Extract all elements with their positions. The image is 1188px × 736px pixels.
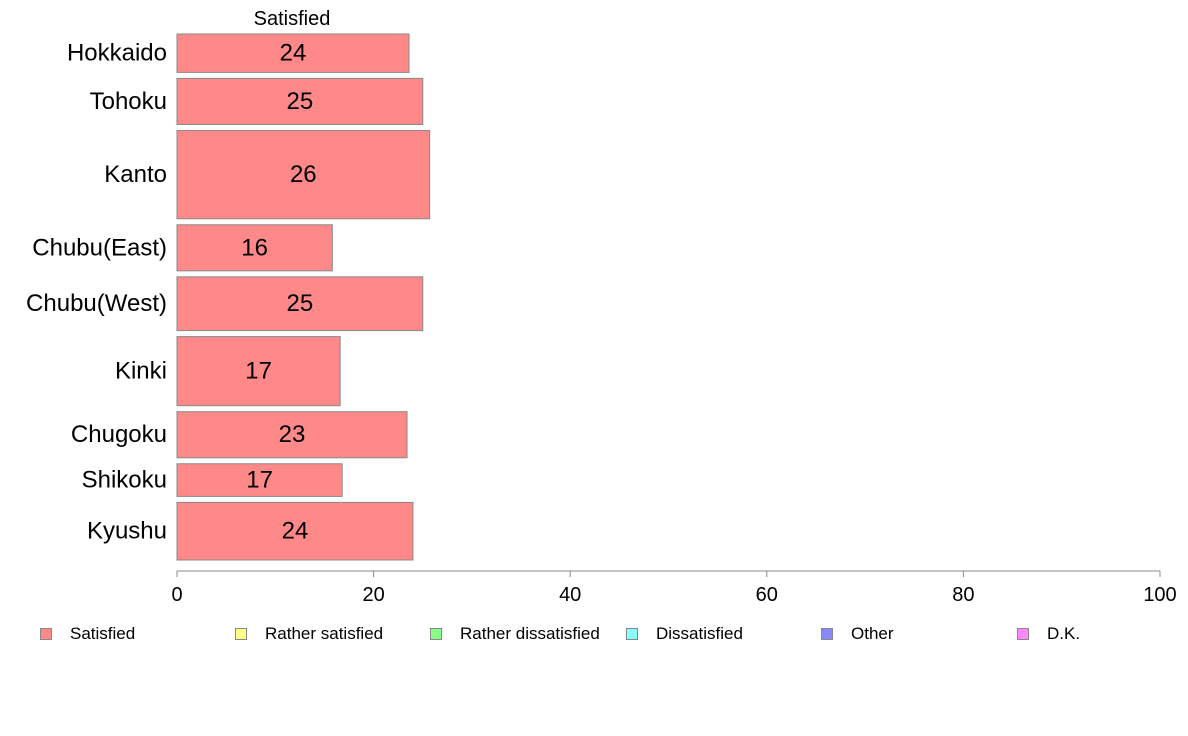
x-tick-label: 80 (952, 584, 974, 606)
category-label: Chubu(West) (26, 290, 167, 317)
legend-swatch (1017, 628, 1029, 640)
legend-swatch (626, 628, 638, 640)
x-tick-label: 0 (171, 584, 182, 606)
bar (176, 129, 431, 220)
legend-label: D.K. (1047, 624, 1081, 643)
category-label: Tohoku (90, 88, 167, 115)
bars: Hokkaido 24 Tohoku 25 Kanto 26 Chubu(East) 16 Ch… (26, 33, 431, 561)
legend-item: Dissatisfied (626, 624, 743, 644)
legend-label: Other (851, 624, 894, 643)
data-label: 17 (245, 358, 272, 385)
category-label: Kyushu (87, 518, 167, 545)
legend-label: Rather dissatisfied (460, 624, 600, 643)
data-label: 16 (241, 234, 268, 261)
bar (176, 463, 343, 497)
bar (176, 224, 333, 272)
data-label: 26 (290, 161, 317, 188)
legend-swatch (821, 628, 833, 640)
x-tick-label: 60 (756, 584, 778, 606)
legend-item: Rather dissatisfied (430, 624, 600, 644)
bar (176, 276, 424, 332)
x-tick-label: 100 (1143, 584, 1176, 606)
column-header: Satisfied (254, 8, 331, 30)
data-label: 25 (287, 88, 314, 115)
bar (176, 77, 424, 125)
category-label: Kinki (115, 358, 167, 385)
data-label: 17 (246, 467, 273, 494)
x-tick-label: 40 (559, 584, 581, 606)
bar (176, 501, 414, 561)
data-label: 24 (282, 518, 309, 545)
category-label: Chubu(East) (32, 234, 167, 261)
legend-swatch (40, 628, 52, 640)
legend-item: Other (821, 624, 894, 644)
legend-item: Rather satisfied (235, 624, 383, 644)
data-label: 25 (287, 290, 314, 317)
x-tick-label: 20 (362, 584, 384, 606)
legend-item: Satisfied (40, 624, 135, 644)
legend-swatch (235, 628, 247, 640)
bar (176, 336, 341, 407)
legend: Satisfied Rather satisfied Rather dissatis… (0, 620, 1188, 650)
category-label: Chugoku (71, 421, 167, 448)
data-label: 23 (279, 421, 306, 448)
bar (176, 411, 408, 459)
x-axis: 0 20 40 60 80 100 (171, 570, 1177, 606)
legend-swatch (430, 628, 442, 640)
legend-item: D.K. (1017, 624, 1080, 644)
category-label: Hokkaido (67, 40, 167, 67)
legend-label: Dissatisfied (656, 624, 743, 643)
category-label: Kanto (104, 161, 167, 188)
bar (176, 33, 410, 73)
legend-label: Satisfied (70, 624, 136, 643)
legend-label: Rather satisfied (265, 624, 384, 643)
category-label: Shikoku (82, 467, 167, 494)
data-label: 24 (280, 40, 307, 67)
